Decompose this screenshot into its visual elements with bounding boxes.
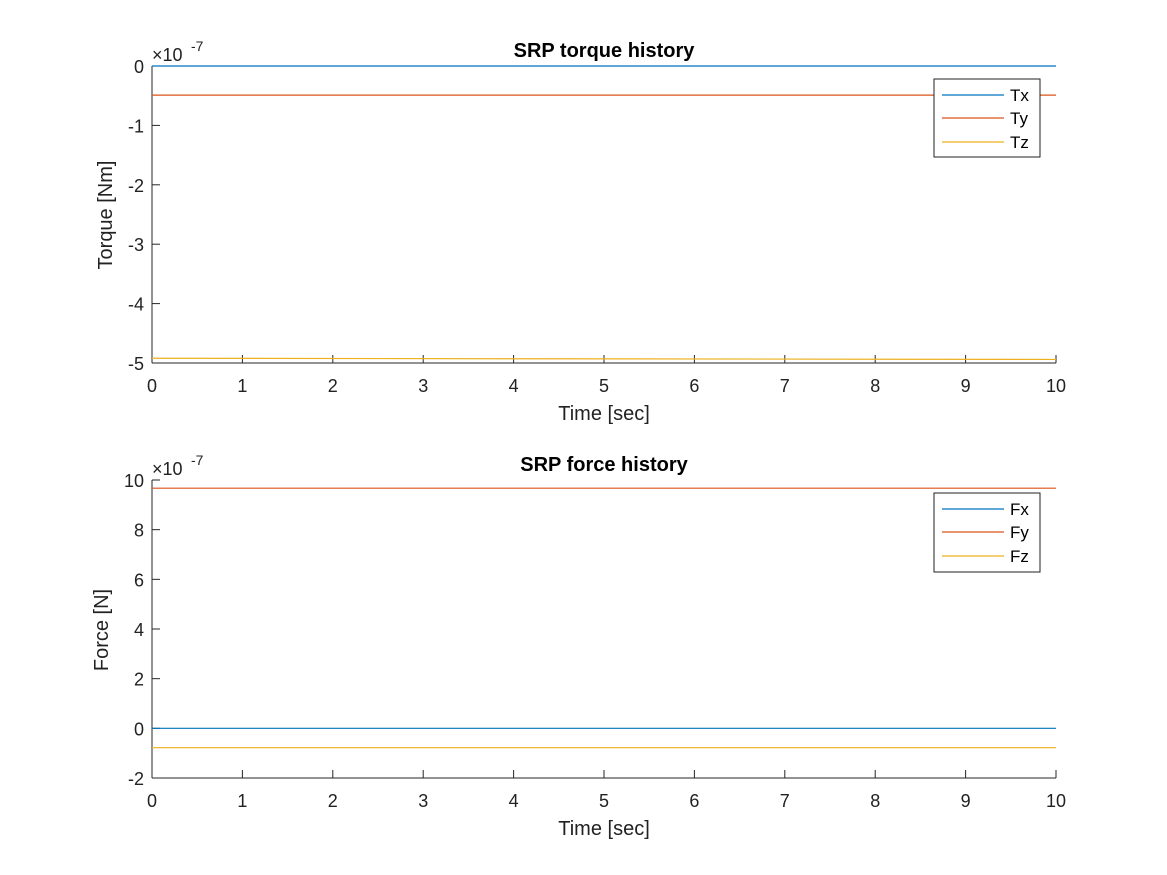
force-exponent-power: -7 (191, 452, 204, 468)
force-exponent-base: ×10 (152, 459, 183, 479)
force-x-tick-label-7: 7 (780, 791, 790, 811)
legend-label-ty: Ty (1010, 109, 1028, 128)
series-line-tz (151, 357, 1057, 361)
force-y-tick-label-3: 4 (134, 620, 144, 640)
torque-plot-title: SRP torque history (514, 40, 696, 62)
legend-label-tz: Tz (1010, 133, 1029, 152)
torque-x-tick-label-6: 6 (689, 376, 699, 396)
torque-legend: Tx Ty Tz (933, 78, 1041, 158)
legend-label-tx: Tx (1010, 86, 1029, 105)
torque-y-axis-label: Torque [Nm] (95, 161, 117, 270)
torque-y-tick-label-5: -5 (128, 354, 144, 374)
torque-y-tick-label-4: -4 (128, 295, 144, 315)
torque-x-tick-label-2: 2 (328, 376, 338, 396)
force-legend: Fx Fy Fz (933, 492, 1041, 573)
torque-x-axis-label: Time [sec] (558, 403, 650, 425)
legend-label-fz: Fz (1010, 547, 1029, 566)
force-x-tick-label-4: 4 (509, 791, 519, 811)
force-y-tick-label-1: 8 (134, 521, 144, 541)
force-x-axis-label: Time [sec] (558, 818, 650, 840)
torque-x-tick-label-0: 0 (147, 376, 157, 396)
force-exponent-label: ×10 -7 (152, 452, 204, 479)
force-plot: SRP force history Time [sec] Force [N] ×… (91, 452, 1066, 840)
torque-x-tick-label-9: 9 (961, 376, 971, 396)
force-x-tick-label-0: 0 (147, 791, 157, 811)
legend-label-fy: Fy (1010, 523, 1029, 542)
torque-x-tick-label-7: 7 (780, 376, 790, 396)
force-x-tick-label-1: 1 (237, 791, 247, 811)
force-y-axis-label: Force [N] (91, 589, 113, 671)
torque-exponent-base: ×10 (152, 45, 183, 65)
torque-y-tick-label-2: -2 (128, 176, 144, 196)
force-x-tick-label-2: 2 (328, 791, 338, 811)
force-y-tick-label-6: -2 (128, 769, 144, 789)
force-y-tick-label-5: 0 (134, 719, 144, 739)
torque-x-tick-label-5: 5 (599, 376, 609, 396)
torque-x-tick-label-8: 8 (870, 376, 880, 396)
torque-plot: SRP torque history Time [sec] Torque [Nm… (95, 38, 1066, 425)
force-x-tick-label-5: 5 (599, 791, 609, 811)
torque-plot-area: 0 1 2 3 4 5 6 7 8 9 10 0 -1 -2 -3 -4 -5 (128, 57, 1066, 396)
torque-y-tick-label-0: 0 (134, 57, 144, 77)
force-plot-title: SRP force history (520, 454, 688, 476)
force-x-tick-label-3: 3 (418, 791, 428, 811)
force-y-tick-label-2: 6 (134, 570, 144, 590)
force-x-tick-label-9: 9 (961, 791, 971, 811)
torque-x-tick-label-1: 1 (237, 376, 247, 396)
force-y-tick-label-0: 10 (124, 471, 144, 491)
torque-exponent-label: ×10 -7 (152, 38, 204, 65)
torque-y-tick-label-3: -3 (128, 235, 144, 255)
force-y-tick-label-4: 2 (134, 670, 144, 690)
legend-label-fx: Fx (1010, 500, 1029, 519)
force-x-tick-label-6: 6 (689, 791, 699, 811)
force-x-tick-label-10: 10 (1046, 791, 1066, 811)
torque-y-tick-label-1: -1 (128, 116, 144, 136)
torque-x-tick-label-3: 3 (418, 376, 428, 396)
torque-exponent-power: -7 (191, 38, 204, 54)
force-x-tick-label-8: 8 (870, 791, 880, 811)
torque-x-tick-label-4: 4 (509, 376, 519, 396)
torque-x-tick-label-10: 10 (1046, 376, 1066, 396)
